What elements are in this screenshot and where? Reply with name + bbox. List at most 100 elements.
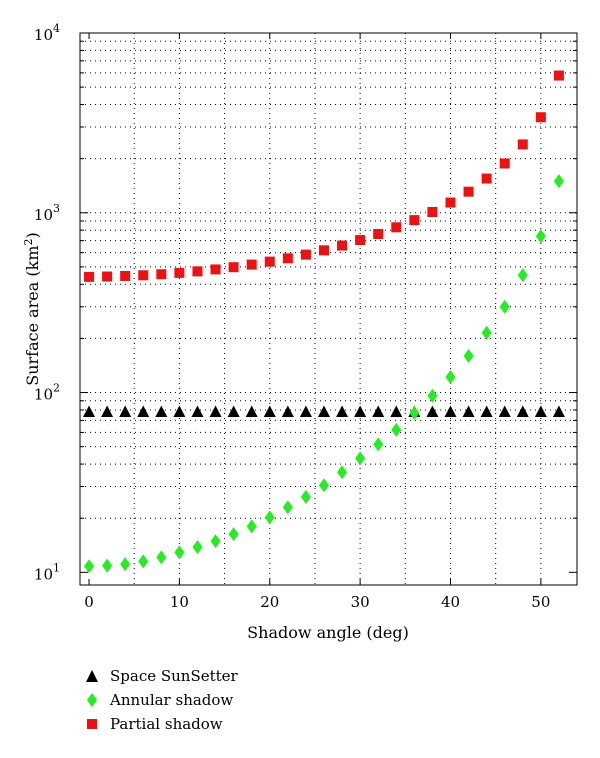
square-point xyxy=(246,259,257,270)
square-point xyxy=(409,215,420,226)
plot-frame xyxy=(79,32,578,586)
square-point xyxy=(102,271,113,282)
triangle-point xyxy=(372,405,385,417)
triangle-point xyxy=(119,405,132,417)
diamond-point xyxy=(138,554,149,569)
square-point xyxy=(499,158,510,169)
triangle-point xyxy=(299,405,312,417)
diamond-point xyxy=(174,545,185,560)
triangle-point xyxy=(534,405,547,417)
x-axis-label: Shadow angle (deg) xyxy=(247,623,409,642)
x-tick-label: 20 xyxy=(260,593,279,611)
x-tick-label: 0 xyxy=(84,593,94,611)
chart: 0 10 20 30 40 50 101 102 103 104 Shadow angle (de… xyxy=(22,22,578,642)
triangle-point xyxy=(552,405,565,417)
square-marker-icon xyxy=(87,719,97,729)
square-point xyxy=(445,197,456,208)
square-point xyxy=(300,249,311,260)
diamond-point xyxy=(517,268,528,283)
triangle-point xyxy=(444,405,457,417)
diamond-point xyxy=(373,437,384,452)
square-point xyxy=(282,253,293,264)
square-point xyxy=(192,266,203,277)
square-point xyxy=(84,271,95,282)
square-point xyxy=(553,70,564,81)
square-point xyxy=(138,270,149,281)
square-point xyxy=(481,173,492,184)
triangle-point xyxy=(317,405,330,417)
square-point xyxy=(535,112,546,123)
grid xyxy=(80,33,577,585)
x-tick-label: 10 xyxy=(170,593,189,611)
diamond-point xyxy=(427,388,438,403)
plot-background xyxy=(80,33,577,585)
diamond-point xyxy=(318,478,329,493)
triangle-point xyxy=(336,405,349,417)
square-point xyxy=(264,256,275,267)
legend-label-space-sunsetter: Space SunSetter xyxy=(110,667,238,685)
square-point xyxy=(210,264,221,275)
y-axis-label: Surface area (km2) xyxy=(22,232,42,386)
data-marks xyxy=(83,70,565,574)
diamond-point xyxy=(481,325,492,340)
square-point xyxy=(156,269,167,280)
legend: Space SunSetter Annular shadow Partial s… xyxy=(84,664,238,736)
triangle-point xyxy=(281,405,294,417)
diamond-point xyxy=(192,540,203,555)
legend-label-annular-shadow: Annular shadow xyxy=(110,691,234,709)
triangle-point xyxy=(245,405,258,417)
triangle-point xyxy=(354,405,367,417)
triangle-point xyxy=(426,405,439,417)
square-point xyxy=(355,235,366,246)
y-tick-label: 102 xyxy=(34,382,60,404)
square-point xyxy=(318,245,329,256)
diamond-point xyxy=(300,489,311,504)
square-point xyxy=(463,186,474,197)
legend-item-annular-shadow: Annular shadow xyxy=(84,688,238,712)
triangle-point xyxy=(155,405,168,417)
diamond-point xyxy=(553,174,564,189)
square-point xyxy=(337,240,348,251)
triangle-point xyxy=(137,405,150,417)
x-tick-label: 50 xyxy=(531,593,550,611)
axis-ticks: 0 10 20 30 40 50 101 102 103 104 xyxy=(34,22,577,611)
diamond-point xyxy=(409,405,420,420)
square-point xyxy=(120,270,131,281)
legend-item-space-sunsetter: Space SunSetter xyxy=(84,664,238,688)
triangle-point xyxy=(263,405,276,417)
diamond-marker-icon xyxy=(87,693,97,707)
triangle-point xyxy=(516,405,529,417)
triangle-point xyxy=(498,405,511,417)
square-point xyxy=(517,139,528,150)
x-tick-label: 30 xyxy=(351,593,370,611)
square-point xyxy=(373,228,384,239)
square-point xyxy=(427,206,438,217)
diamond-point xyxy=(337,465,348,480)
legend-item-partial-shadow: Partial shadow xyxy=(84,712,238,736)
diamond-point xyxy=(84,559,95,574)
diamond-point xyxy=(156,550,167,565)
triangle-point xyxy=(480,405,493,417)
legend-label-partial-shadow: Partial shadow xyxy=(110,715,223,733)
square-point xyxy=(174,267,185,278)
diamond-point xyxy=(499,299,510,314)
triangle-point xyxy=(191,405,204,417)
diamond-point xyxy=(264,510,275,525)
y-axis-label-main: Surface area (km xyxy=(23,245,42,385)
diamond-point xyxy=(535,229,546,244)
y-tick-label: 103 xyxy=(34,202,60,224)
diamond-point xyxy=(445,370,456,385)
triangle-point xyxy=(462,405,475,417)
triangle-point xyxy=(390,405,403,417)
diamond-point xyxy=(463,348,474,363)
triangle-point xyxy=(83,405,96,417)
y-axis-label-sup: 2 xyxy=(22,238,35,245)
diamond-point xyxy=(120,557,131,572)
square-point xyxy=(391,222,402,233)
square-point xyxy=(228,262,239,273)
x-tick-label: 40 xyxy=(441,593,460,611)
triangle-point xyxy=(101,405,114,417)
triangle-point xyxy=(173,405,186,417)
diamond-point xyxy=(282,500,293,515)
y-tick-label: 101 xyxy=(34,561,60,583)
